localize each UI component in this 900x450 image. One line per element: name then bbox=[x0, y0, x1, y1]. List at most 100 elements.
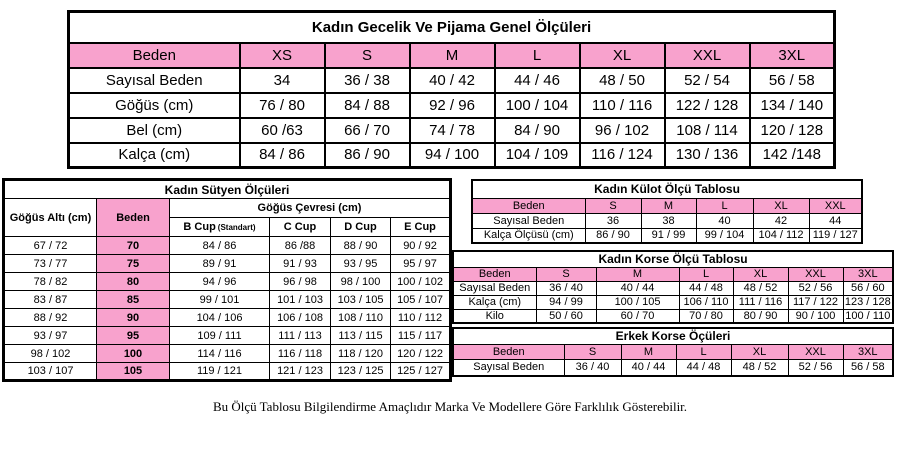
table-cell: 91 / 99 bbox=[640, 227, 697, 244]
table-cell: 98 / 102 bbox=[3, 344, 97, 363]
size-cell: 90 bbox=[96, 308, 170, 327]
table-cell: 84 / 86 bbox=[169, 236, 270, 255]
table-cell: 111 / 116 bbox=[732, 294, 789, 310]
table-cell: 56 / 58 bbox=[748, 66, 836, 94]
column-header-3xl: 3XL bbox=[842, 266, 894, 282]
table-cell: 114 / 116 bbox=[169, 344, 270, 363]
column-header-gogus-cevresi: Göğüs Çevresi (cm) bbox=[168, 198, 452, 218]
gecelik-table-title: Kadın Gecelik Ve Pijama Genel Ölçüleri bbox=[67, 10, 836, 44]
table-cell: 84 / 86 bbox=[238, 141, 326, 169]
table-row: 93 / 97 95 109 / 111 111 / 113 113 / 115… bbox=[3, 326, 452, 345]
table-cell: 99 / 101 bbox=[169, 290, 270, 309]
column-header-xxl: XXL bbox=[787, 266, 844, 282]
table-cell: 98 / 100 bbox=[330, 272, 391, 291]
table-cell: 56 / 58 bbox=[842, 358, 894, 377]
column-header-s: S bbox=[535, 266, 597, 282]
size-cell: 105 bbox=[96, 362, 170, 381]
sutyen-size-table: Kadın Sütyen Ölçüleri Göğüs Altı (cm) Be… bbox=[2, 178, 453, 382]
size-cell: 95 bbox=[96, 326, 170, 345]
table-cell: 50 / 60 bbox=[535, 308, 597, 324]
table-cell: 88 / 92 bbox=[3, 308, 97, 327]
column-header-beden: Beden bbox=[96, 198, 170, 237]
table-cell: 109 / 111 bbox=[169, 326, 270, 345]
table-cell: 119 / 121 bbox=[169, 362, 270, 381]
table-cell: 66 / 70 bbox=[323, 116, 411, 144]
table-cell: 110 / 116 bbox=[578, 91, 666, 119]
erkek-korse-size-table: Erkek Korse Öçüleri Beden S M L XL XXL 3… bbox=[452, 327, 895, 377]
table-cell: 103 / 105 bbox=[330, 290, 391, 309]
column-header-3xl: 3XL bbox=[748, 41, 836, 69]
table-cell: 86 / 90 bbox=[323, 141, 411, 169]
column-header-s: S bbox=[563, 343, 622, 360]
size-cell: 75 bbox=[96, 254, 170, 273]
column-header-e-cup: E Cup bbox=[389, 217, 452, 237]
column-header-c-cup: C Cup bbox=[269, 217, 331, 237]
table-cell: 121 / 123 bbox=[269, 362, 331, 381]
row-label: Kilo bbox=[452, 308, 537, 324]
table-row: Sayısal Beden 34 36 / 38 40 / 42 44 / 46… bbox=[67, 66, 836, 94]
column-header-b-cup: B Cup (Standart) bbox=[169, 217, 270, 237]
korse-table-title: Kadın Korse Ölçü Tablosu bbox=[452, 250, 894, 268]
table-cell: 100 / 110 bbox=[842, 308, 894, 324]
table-cell: 52 / 56 bbox=[787, 358, 844, 377]
row-label: Bel (cm) bbox=[67, 116, 241, 144]
table-cell: 93 / 97 bbox=[3, 326, 97, 345]
table-cell: 36 / 40 bbox=[563, 358, 622, 377]
b-cup-label: B Cup bbox=[183, 221, 216, 233]
table-row: 98 / 102 100 114 / 116 116 / 118 118 / 1… bbox=[3, 344, 452, 363]
kulot-table-title: Kadın Külot Ölçü Tablosu bbox=[471, 179, 863, 199]
table-cell: 104 / 106 bbox=[169, 308, 270, 327]
column-header-l: L bbox=[695, 197, 754, 214]
row-label: Sayısal Beden bbox=[471, 212, 586, 229]
table-cell: 119 / 127 bbox=[808, 227, 863, 244]
table-cell: 76 / 80 bbox=[238, 91, 326, 119]
row-label: Sayısal Beden bbox=[452, 280, 537, 296]
size-cell: 100 bbox=[96, 344, 170, 363]
table-cell: 44 / 46 bbox=[493, 66, 581, 94]
table-row: Sayısal Beden 36 / 40 40 / 44 44 / 48 48… bbox=[452, 280, 894, 296]
column-header-beden: Beden bbox=[471, 197, 586, 214]
table-cell: 101 / 103 bbox=[269, 290, 331, 309]
column-header-xl: XL bbox=[732, 266, 789, 282]
table-cell: 73 / 77 bbox=[3, 254, 97, 273]
column-header-xxl: XXL bbox=[808, 197, 863, 214]
b-cup-standart-note: (Standart) bbox=[217, 223, 256, 232]
table-row: 73 / 77 75 89 / 91 91 / 93 93 / 95 95 / … bbox=[3, 254, 452, 273]
table-row: Sayısal Beden 36 / 40 40 / 44 44 / 48 48… bbox=[452, 358, 894, 377]
kulot-size-table: Kadın Külot Ölçü Tablosu Beden S M L XL … bbox=[471, 179, 864, 244]
column-header-s: S bbox=[584, 197, 642, 214]
table-cell: 96 / 98 bbox=[269, 272, 331, 291]
table-cell: 36 / 40 bbox=[535, 280, 597, 296]
table-cell: 106 / 110 bbox=[678, 294, 734, 310]
table-cell: 117 / 122 bbox=[787, 294, 844, 310]
row-label: Göğüs (cm) bbox=[67, 91, 241, 119]
table-row: 88 / 92 90 104 / 106 106 / 108 108 / 110… bbox=[3, 308, 452, 327]
table-cell: 96 / 102 bbox=[578, 116, 666, 144]
table-cell: 111 / 113 bbox=[269, 326, 331, 345]
table-cell: 70 / 80 bbox=[678, 308, 734, 324]
table-cell: 94 / 99 bbox=[535, 294, 597, 310]
table-cell: 100 / 104 bbox=[493, 91, 581, 119]
table-cell: 88 / 90 bbox=[330, 236, 391, 255]
table-row: Kalça Ölçüsü (cm) 86 / 90 91 / 99 99 / 1… bbox=[471, 227, 863, 244]
table-cell: 74 / 78 bbox=[408, 116, 496, 144]
table-cell: 36 bbox=[584, 212, 642, 229]
table-cell: 60 / 70 bbox=[595, 308, 680, 324]
column-header-xs: XS bbox=[238, 41, 326, 69]
table-cell: 44 / 48 bbox=[678, 280, 734, 296]
table-cell: 80 / 90 bbox=[732, 308, 789, 324]
table-row: Sayısal Beden 36 38 40 42 44 bbox=[471, 212, 863, 229]
table-cell: 130 / 136 bbox=[663, 141, 751, 169]
table-cell: 110 / 112 bbox=[389, 308, 452, 327]
column-header-xl: XL bbox=[578, 41, 666, 69]
table-row: 78 / 82 80 94 / 96 96 / 98 98 / 100 100 … bbox=[3, 272, 452, 291]
table-cell: 100 / 102 bbox=[389, 272, 452, 291]
table-cell: 56 / 60 bbox=[842, 280, 894, 296]
table-row: Kalça (cm) 84 / 86 86 / 90 94 / 100 104 … bbox=[67, 141, 836, 169]
table-row: Bel (cm) 60 /63 66 / 70 74 / 78 84 / 90 … bbox=[67, 116, 836, 144]
table-cell: 103 / 107 bbox=[3, 362, 97, 381]
korse-size-table: Kadın Korse Ölçü Tablosu Beden S M L XL … bbox=[452, 250, 895, 324]
table-cell: 104 / 109 bbox=[493, 141, 581, 169]
erkek-korse-table-title: Erkek Korse Öçüleri bbox=[452, 327, 894, 345]
table-cell: 113 / 115 bbox=[330, 326, 391, 345]
